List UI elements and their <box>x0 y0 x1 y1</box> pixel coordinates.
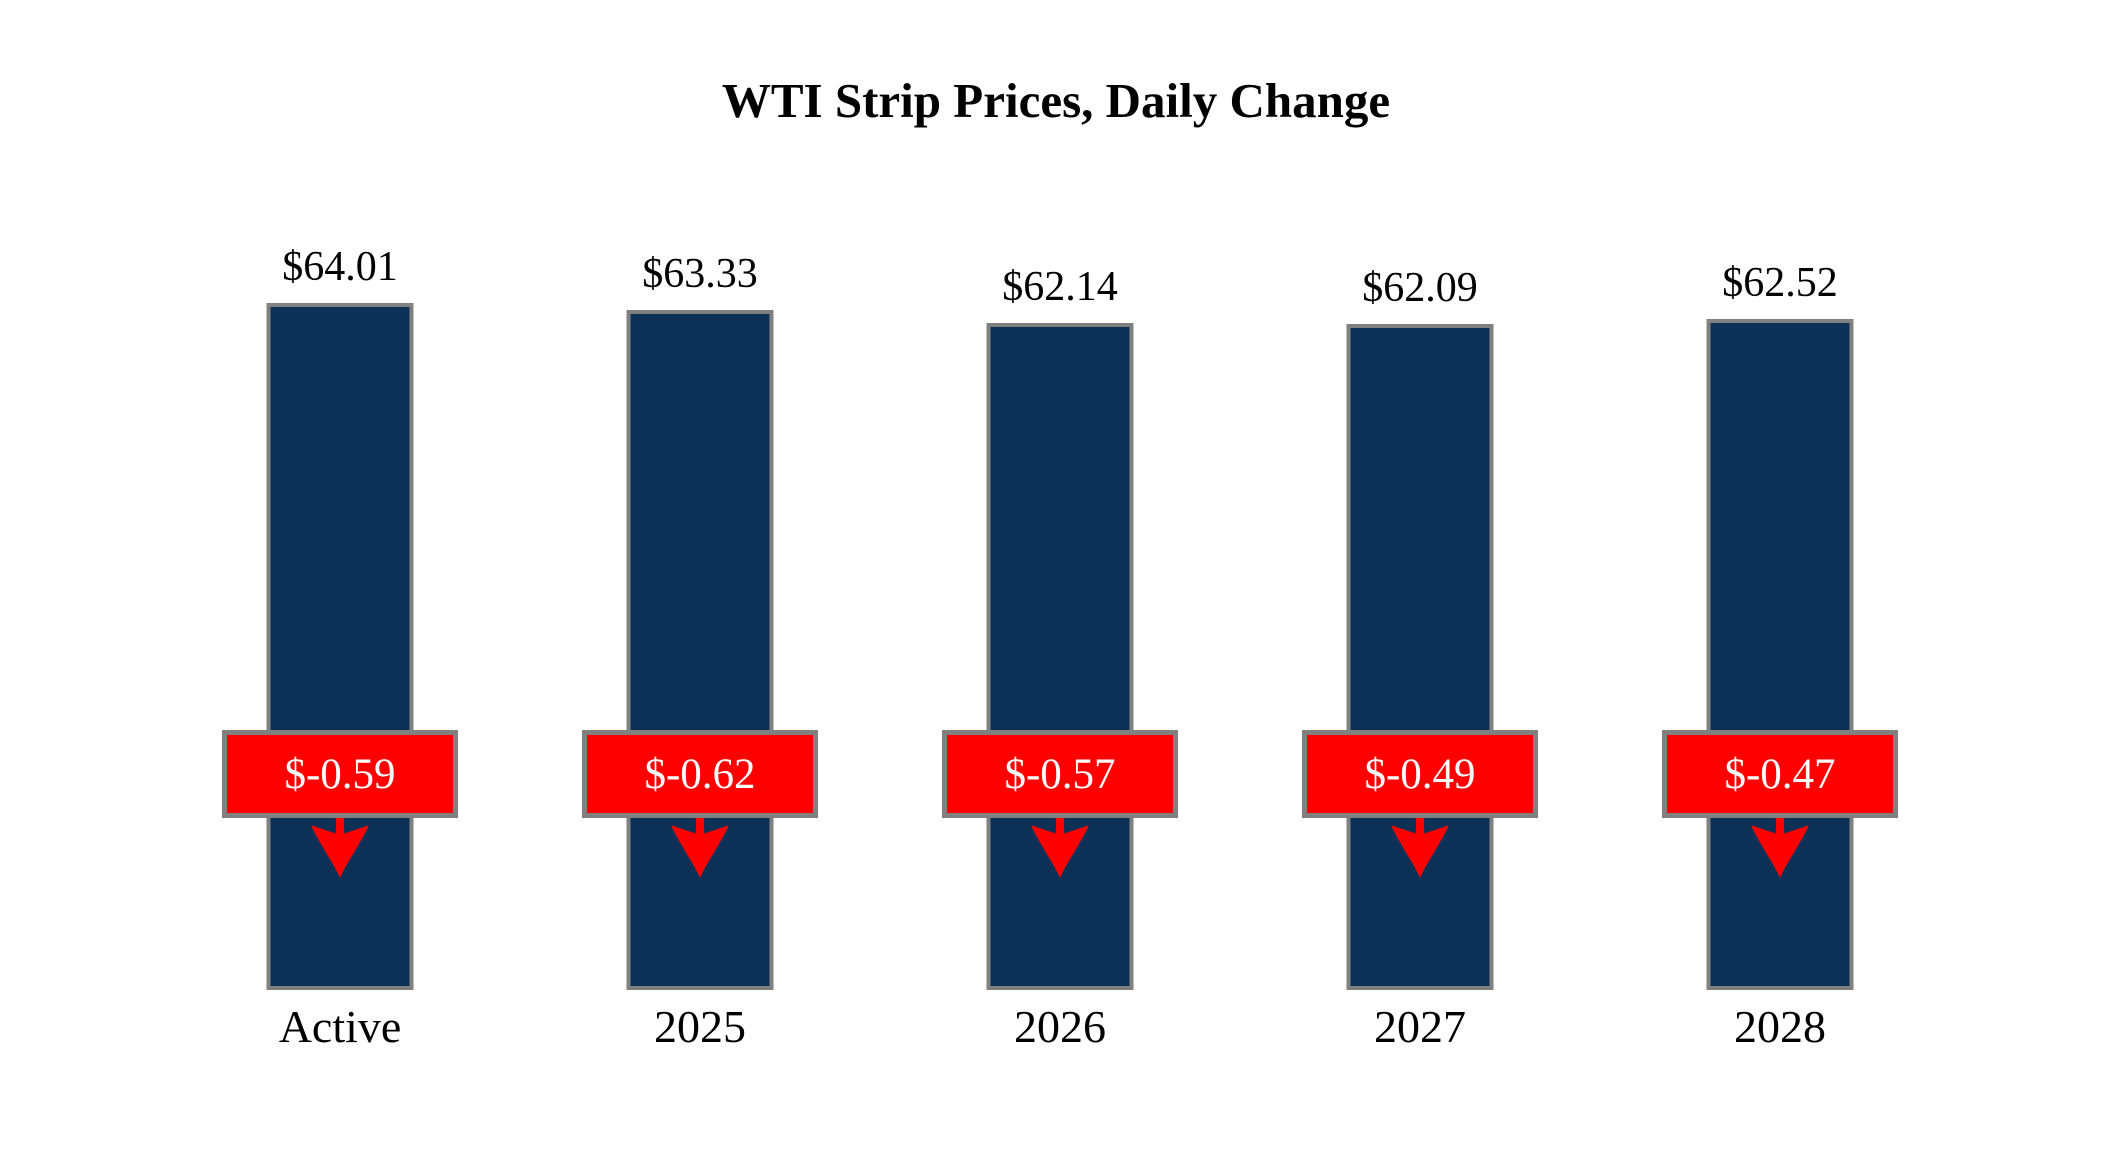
change-badge: $-0.49 <box>1302 730 1538 818</box>
change-badge-label: $-0.59 <box>284 750 396 798</box>
bar-value-label: $63.33 <box>642 251 758 297</box>
bar-group: $64.01 $-0.59 Active <box>160 0 520 1152</box>
category-label: 2027 <box>1374 1001 1466 1052</box>
change-badge-label: $-0.47 <box>1724 750 1836 798</box>
category-label: Active <box>278 1001 402 1052</box>
bar-group: $62.52 $-0.47 2028 <box>1600 0 1960 1152</box>
bar-value-label: $64.01 <box>282 244 398 290</box>
change-badge-label: $-0.57 <box>1004 750 1116 798</box>
change-badge: $-0.47 <box>1662 730 1898 818</box>
change-badge-label: $-0.49 <box>1364 750 1476 798</box>
change-badge-label: $-0.62 <box>644 750 756 798</box>
price-bar <box>1346 324 1494 990</box>
bar-value-label: $62.52 <box>1722 260 1838 306</box>
category-label: 2026 <box>1014 1001 1106 1052</box>
bar-group: $63.33 $-0.62 2025 <box>520 0 880 1152</box>
chart-columns: $64.01 $-0.59 Active $63.33 $-0.62 2025 … <box>160 0 1960 1152</box>
change-badge: $-0.62 <box>582 730 818 818</box>
change-badge: $-0.57 <box>942 730 1178 818</box>
bar-value-label: $62.14 <box>1002 264 1118 310</box>
category-label: 2025 <box>654 1001 746 1052</box>
down-arrow-icon <box>311 818 369 878</box>
price-bar <box>986 323 1134 990</box>
bar-group: $62.14 $-0.57 2026 <box>880 0 1240 1152</box>
down-arrow-icon <box>1751 818 1809 878</box>
bar-group: $62.09 $-0.49 2027 <box>1240 0 1600 1152</box>
down-arrow-icon <box>1031 818 1089 878</box>
category-label: 2028 <box>1734 1001 1826 1052</box>
bar-value-label: $62.09 <box>1362 265 1478 311</box>
price-bar <box>266 303 414 990</box>
change-badge: $-0.59 <box>222 730 458 818</box>
chart-title: WTI Strip Prices, Daily Change <box>721 73 1391 128</box>
down-arrow-icon <box>1391 818 1449 878</box>
down-arrow-icon <box>671 818 729 878</box>
price-bar <box>1706 319 1854 990</box>
price-bar <box>626 310 774 990</box>
